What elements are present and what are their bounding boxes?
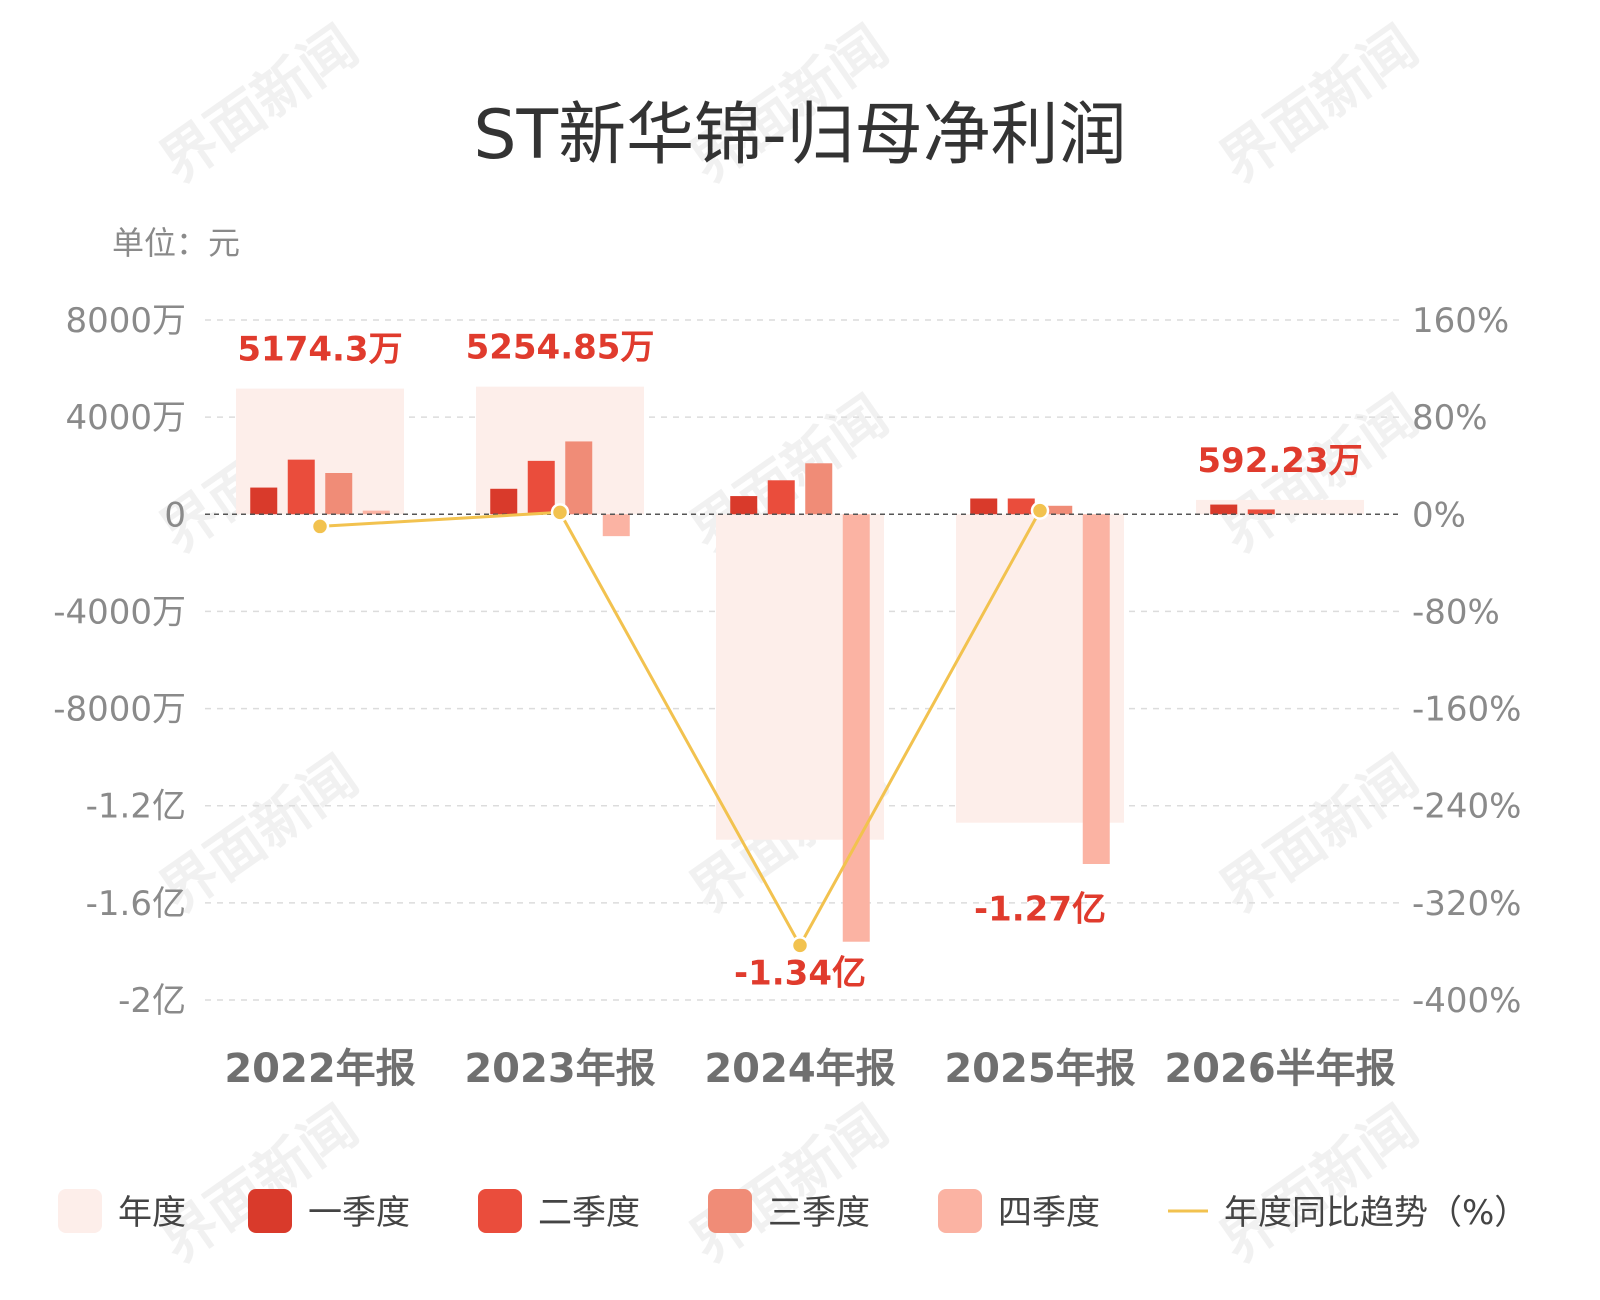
quarter-bar: [1210, 504, 1238, 515]
quarter-bar: [527, 460, 555, 515]
annual-value-label: -1.34亿: [734, 954, 866, 994]
legend-item: 四季度: [938, 1189, 1100, 1233]
y-left-tick-label: 8000万: [65, 301, 186, 341]
legend-swatch: [938, 1189, 982, 1233]
annual-value-labels: 5174.3万 5254.85万 -1.34亿 -1.27亿 592.23万: [237, 328, 1362, 994]
x-tick-label: 2024年报: [704, 1046, 895, 1092]
y-right-tick-label: 0%: [1412, 495, 1466, 535]
legend-swatch: [708, 1189, 752, 1233]
y-left-tick-label: -2亿: [118, 981, 186, 1021]
y-right-tick-label: 160%: [1412, 301, 1509, 341]
y-left-tick-label: -1.2亿: [86, 787, 186, 827]
watermark-text: 界面新闻: [149, 1094, 370, 1276]
quarter-bar: [362, 510, 390, 515]
x-tick-label: 2022年报: [224, 1046, 415, 1092]
trend-point: [310, 517, 330, 536]
legend: 年度 一季度 二季度 三季度 四季度 年度同比趋势（%）: [58, 1189, 1528, 1233]
watermark-text: 界面新闻: [679, 1094, 900, 1276]
annual-value-label: 5254.85万: [466, 328, 655, 368]
annual-value-label: 5174.3万: [237, 330, 402, 370]
y-right-tick-label: 80%: [1412, 398, 1488, 438]
watermark-text: 界面新闻: [1209, 14, 1430, 196]
quarter-bars: [250, 441, 1275, 942]
y-left-tick-label: -1.6亿: [86, 884, 186, 924]
x-tick-label: 2025年报: [944, 1046, 1135, 1092]
trend-point: [550, 503, 570, 522]
x-tick-label: 2026半年报: [1164, 1046, 1395, 1092]
y-right-tick-label: -80%: [1412, 592, 1500, 632]
trend-path: [319, 509, 1042, 949]
chart-title: ST新华锦-归母净利润: [473, 96, 1126, 175]
legend-label: 四季度: [998, 1193, 1100, 1233]
quarter-bar: [1082, 514, 1110, 864]
quarter-bar: [325, 473, 353, 515]
quarter-bar: [287, 459, 315, 515]
legend-item: 年度同比趋势（%）: [1168, 1193, 1528, 1233]
annual-value-label: 592.23万: [1197, 441, 1362, 481]
y-axis-left-ticks: 8000万 4000万 0 -4000万 -8000万 -1.2亿 -1.6亿 -2亿: [53, 301, 186, 1021]
legend-label: 年度同比趋势（%）: [1224, 1193, 1528, 1233]
quarter-bar: [767, 480, 795, 515]
y-left-tick-label: 4000万: [65, 398, 186, 438]
legend-item: 一季度: [248, 1189, 410, 1233]
quarter-bar: [730, 496, 758, 515]
unit-label: 单位：元: [112, 224, 240, 262]
legend-label: 三季度: [768, 1193, 870, 1233]
quarter-bar: [842, 514, 870, 942]
y-right-tick-label: -240%: [1412, 787, 1521, 827]
legend-item: 二季度: [478, 1189, 640, 1233]
quarter-bar: [490, 488, 518, 515]
y-right-tick-label: -320%: [1412, 884, 1521, 924]
watermark-text: 界面新闻: [1209, 744, 1430, 926]
legend-label: 年度: [118, 1193, 186, 1233]
legend-item: 年度: [58, 1189, 186, 1233]
quarter-bar: [565, 441, 593, 515]
legend-label: 一季度: [308, 1193, 410, 1233]
quarter-bar: [250, 487, 278, 515]
x-tick-label: 2023年报: [464, 1046, 655, 1092]
x-axis-ticks: 2022年报 2023年报 2024年报 2025年报 2026半年报: [224, 1046, 1395, 1092]
annual-value-label: -1.27亿: [974, 890, 1106, 930]
legend-swatch: [478, 1189, 522, 1233]
annual-bar: [1196, 499, 1364, 515]
quarter-bar: [1045, 505, 1073, 515]
trend-point: [790, 936, 810, 955]
y-left-tick-label: 0: [164, 495, 186, 535]
y-right-tick-label: -400%: [1412, 981, 1521, 1021]
legend-label: 二季度: [538, 1193, 640, 1233]
y-right-tick-label: -160%: [1412, 690, 1521, 730]
quarter-bar: [602, 514, 630, 537]
yoy-trend-line: [310, 501, 1050, 955]
quarter-bar: [1247, 509, 1275, 515]
quarter-bar: [1007, 498, 1035, 515]
quarter-bar: [970, 498, 998, 515]
legend-swatch: [248, 1189, 292, 1233]
legend-swatch: [58, 1189, 102, 1233]
legend-item: 三季度: [708, 1189, 870, 1233]
y-left-tick-label: -4000万: [53, 592, 186, 632]
watermark-text: 界面新闻: [149, 14, 370, 196]
quarter-bar: [805, 463, 833, 515]
watermark-text: 界面新闻: [1209, 1094, 1430, 1276]
y-left-tick-label: -8000万: [53, 690, 186, 730]
y-axis-right-ticks: 160% 80% 0% -80% -160% -240% -320% -400%: [1412, 301, 1521, 1021]
trend-point: [1030, 501, 1050, 520]
